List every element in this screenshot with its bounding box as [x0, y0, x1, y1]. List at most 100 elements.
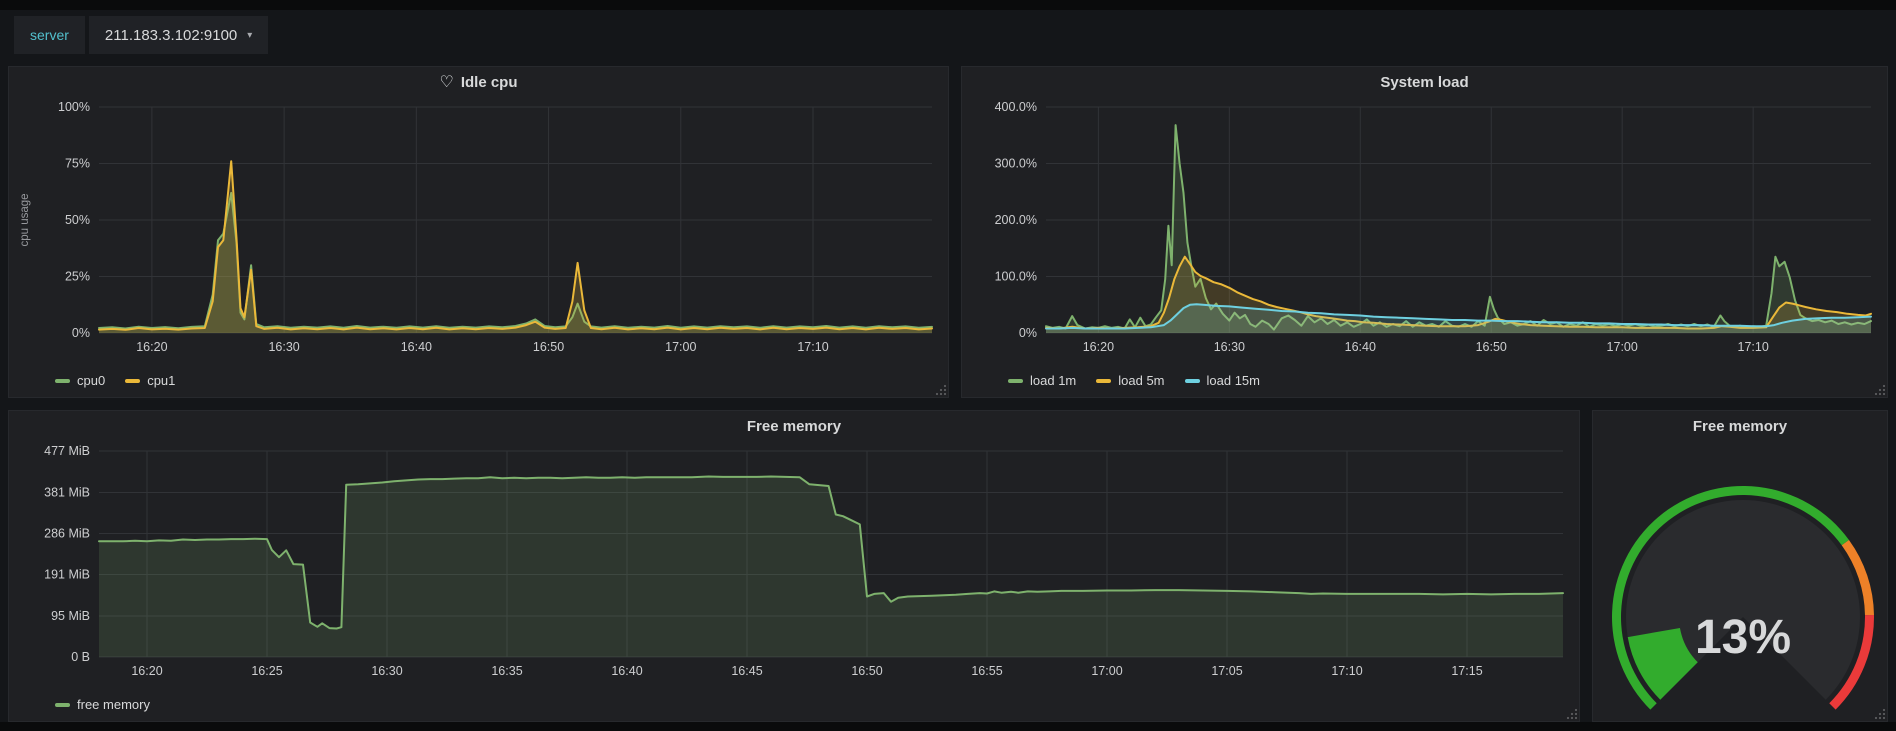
- x-tick-label: 16:30: [1214, 340, 1245, 354]
- y-tick-label: 0 B: [71, 650, 90, 664]
- bottom-edge: [0, 722, 1896, 731]
- x-tick-label: 16:25: [251, 664, 282, 678]
- legend-swatch: [1096, 378, 1112, 383]
- variable-label-text: server: [30, 27, 69, 43]
- heart-icon: ♡: [439, 74, 454, 91]
- x-tick-label: 16:45: [731, 664, 762, 678]
- y-tick-label: 100%: [58, 100, 90, 114]
- panel-resize-handle-icon[interactable]: [1873, 707, 1886, 720]
- variable-label: server: [14, 16, 85, 54]
- y-tick-label: 75%: [65, 157, 90, 171]
- panel-free-memory-gauge: Free memory 13%: [1592, 410, 1888, 722]
- x-tick-label: 16:40: [611, 664, 642, 678]
- panel-title-text: Idle cpu: [460, 73, 518, 91]
- legend-label: load 1m: [1030, 373, 1077, 388]
- gauge-threshold-arc: [1841, 540, 1874, 616]
- series-line: [1045, 255, 1872, 330]
- chevron-down-icon: ▾: [247, 29, 253, 41]
- series-line: [98, 160, 933, 331]
- x-tick-label: 16:30: [268, 340, 299, 354]
- free-memory-plot[interactable]: 16:20 16:25 16:30 16:35 16:40 16:45 16:50 16:55…: [15, 441, 1573, 683]
- y-tick-label: 25%: [65, 270, 90, 284]
- series-area: [1046, 256, 1871, 333]
- idle-cpu-chart[interactable]: 16:20 16:30 16:40 16:50 17:00 17:10 0% 25% 50% 75…: [15, 97, 942, 359]
- legend-item[interactable]: load 1m: [1008, 373, 1076, 388]
- legend-item[interactable]: free memory: [55, 697, 150, 712]
- panel-title-idle-cpu[interactable]: ♡ Idle cpu: [9, 67, 948, 97]
- y-tick-label: 191 MiB: [44, 568, 90, 582]
- legend-label: cpu0: [77, 373, 106, 388]
- gauge-value-wedge: [1627, 628, 1698, 700]
- x-tick-label: 16:50: [533, 340, 564, 354]
- idle-cpu-plot[interactable]: 16:20 16:30 16:40 16:50 17:00 17:10 0% 25% 50% 75…: [15, 97, 942, 359]
- x-tick-label: 17:10: [1331, 664, 1362, 678]
- legend-item[interactable]: cpu1: [125, 373, 175, 388]
- x-tick-label: 16:30: [371, 664, 402, 678]
- x-tick-label: 16:50: [851, 664, 882, 678]
- x-tick-label: 17:00: [665, 340, 696, 354]
- gauge-plot: 13%: [1612, 485, 1874, 710]
- idle-cpu-legend: cpu0 cpu1: [55, 373, 175, 388]
- legend-label: load 5m: [1118, 373, 1165, 388]
- series-area: [99, 161, 932, 333]
- gauge-value-text: 13%: [1695, 611, 1791, 664]
- free-memory-legend: free memory: [55, 697, 150, 712]
- x-tick-label: 16:55: [971, 664, 1002, 678]
- x-tick-label: 17:10: [797, 340, 828, 354]
- x-tick-label: 16:20: [136, 340, 167, 354]
- x-tick-label: 16:20: [131, 664, 162, 678]
- x-tick-label: 17:10: [1738, 340, 1769, 354]
- x-tick-label: 16:35: [491, 664, 522, 678]
- variable-value-dropdown[interactable]: 211.183.3.102:9100 ▾: [88, 16, 269, 54]
- legend-label: free memory: [77, 697, 150, 712]
- panel-resize-handle-icon[interactable]: [1873, 383, 1886, 396]
- panel-title-text: Free memory: [1692, 417, 1788, 435]
- panel-title-text: Free memory: [746, 417, 842, 435]
- legend-item[interactable]: load 15m: [1184, 373, 1260, 388]
- y-tick-label: 100.0%: [995, 270, 1037, 284]
- y-tick-label: 50%: [65, 213, 90, 227]
- y-tick-label: 0%: [72, 326, 90, 340]
- series-area: [1046, 125, 1871, 333]
- panel-system-load: System load 16:20 16:30 16:40 16:50 17:00 17:…: [961, 66, 1888, 398]
- panel-idle-cpu: ♡ Idle cpu 16:20 16:30 16:40 16:50 17:00 17:1…: [8, 66, 949, 398]
- panel-free-memory-graph: Free memory 16:20 16:25 16:30 16:35 16:40 16:…: [8, 410, 1580, 722]
- y-tick-label: 381 MiB: [44, 485, 90, 499]
- panel-title-free-memory-gauge[interactable]: Free memory: [1593, 411, 1887, 441]
- panel-resize-handle-icon[interactable]: [1565, 707, 1578, 720]
- free-memory-gauge: 13%: [1593, 441, 1887, 721]
- panel-title-free-memory[interactable]: Free memory: [9, 411, 1579, 441]
- y-tick-label: 477 MiB: [44, 444, 90, 458]
- x-tick-label: 16:50: [1476, 340, 1507, 354]
- x-tick-label: 17:00: [1607, 340, 1638, 354]
- y-tick-label: 400.0%: [995, 100, 1037, 114]
- x-tick-label: 16:40: [1345, 340, 1376, 354]
- gauge-threshold-arc: [1829, 614, 1874, 710]
- series-line: [98, 191, 933, 330]
- system-load-plot[interactable]: 16:20 16:30 16:40 16:50 17:00 17:10 0% 100.0% 20…: [968, 97, 1881, 359]
- panel-title-system-load[interactable]: System load: [962, 67, 1887, 97]
- panel-title-text: System load: [1380, 73, 1469, 91]
- y-tick-label: 286 MiB: [44, 526, 90, 540]
- y-tick-label: 200.0%: [995, 213, 1037, 227]
- legend-label: load 15m: [1206, 373, 1260, 388]
- y-tick-label: 0%: [1019, 326, 1037, 340]
- legend-swatch: [125, 378, 141, 383]
- series-line: [98, 475, 1564, 630]
- panel-resize-handle-icon[interactable]: [934, 383, 947, 396]
- legend-item[interactable]: cpu0: [55, 373, 105, 388]
- gauge-threshold-arc: [1612, 485, 1849, 710]
- x-tick-label: 17:15: [1451, 664, 1482, 678]
- x-tick-label: 16:20: [1083, 340, 1114, 354]
- x-tick-label: 17:00: [1091, 664, 1122, 678]
- legend-swatch: [55, 378, 70, 383]
- series-area: [1046, 304, 1871, 333]
- y-axis-title: cpu usage: [19, 193, 31, 246]
- system-load-chart[interactable]: 16:20 16:30 16:40 16:50 17:00 17:10 0% 100.0% 20…: [968, 97, 1881, 359]
- legend-swatch: [1008, 378, 1023, 383]
- free-memory-chart[interactable]: 16:20 16:25 16:30 16:35 16:40 16:45 16:50 16:55…: [15, 441, 1573, 683]
- legend-swatch: [55, 702, 70, 707]
- legend-item[interactable]: load 5m: [1096, 373, 1165, 388]
- y-tick-label: 95 MiB: [51, 609, 90, 623]
